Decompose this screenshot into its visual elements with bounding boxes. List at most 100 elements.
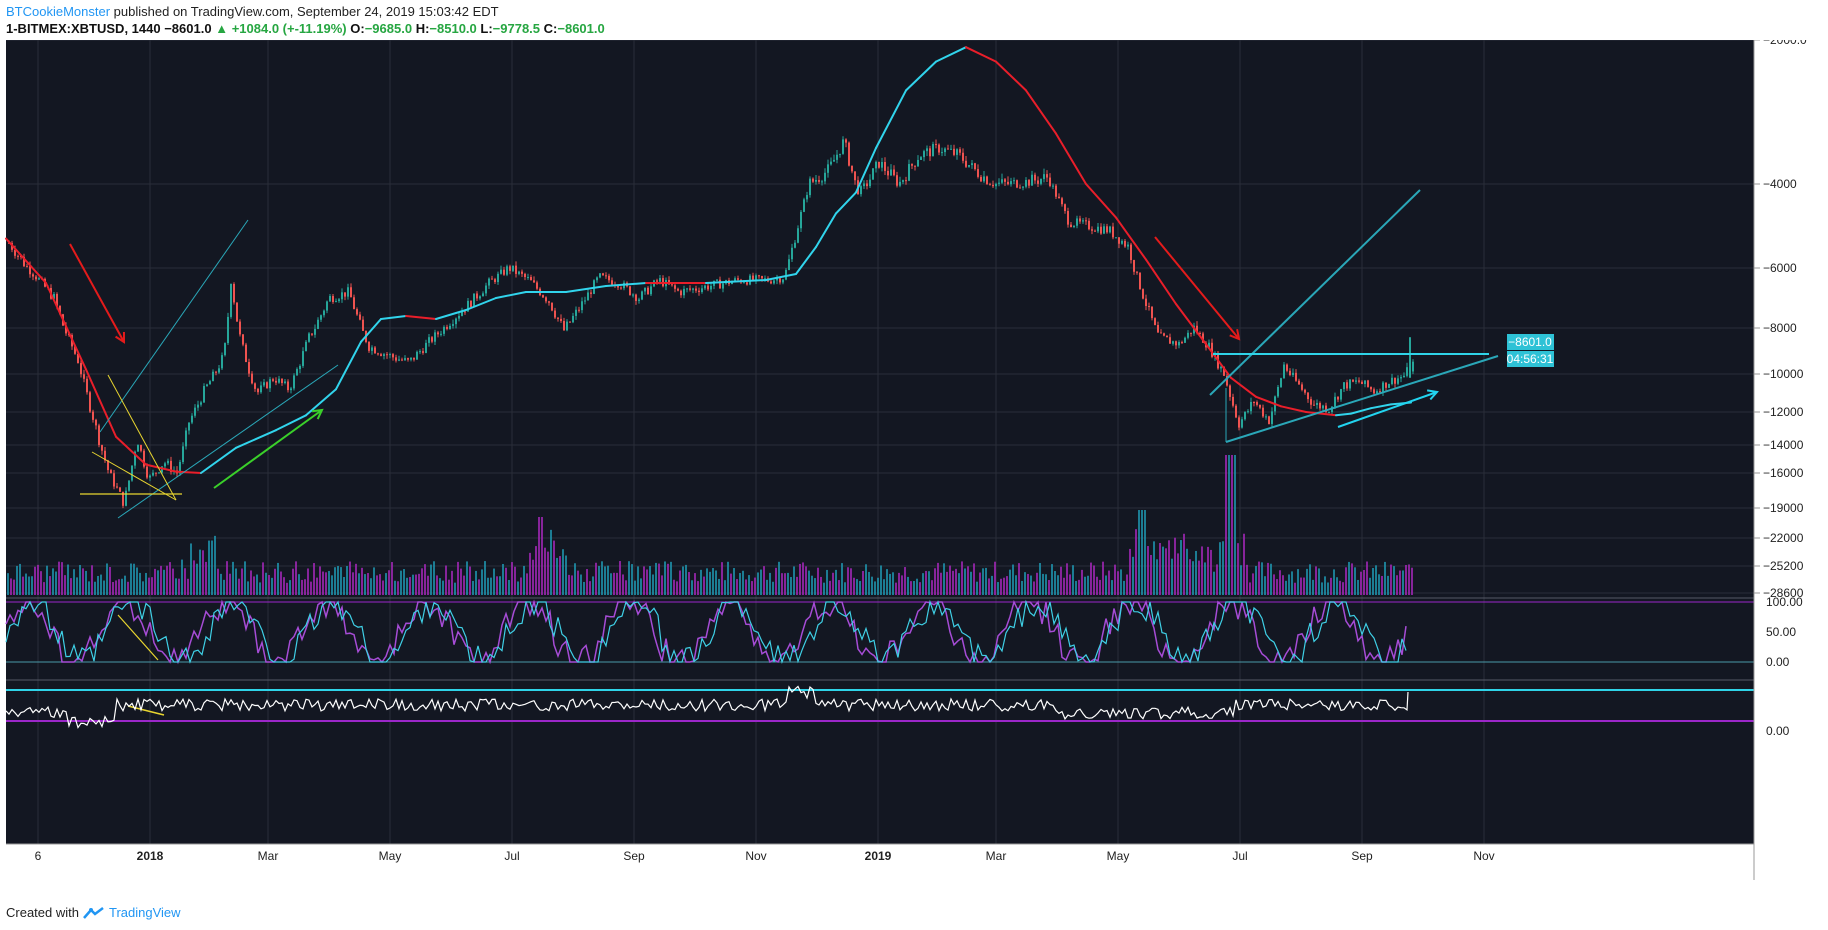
- volume-bar: [799, 563, 801, 595]
- candle-body: [1094, 230, 1096, 232]
- author-link[interactable]: BTCookieMonster: [6, 4, 111, 19]
- volume-bar: [1243, 533, 1245, 595]
- volume-bar: [319, 566, 321, 595]
- volume-bar: [1015, 575, 1017, 595]
- volume-bar: [85, 570, 87, 595]
- tradingview-link[interactable]: TradingView: [108, 905, 181, 920]
- candle-body: [731, 281, 733, 285]
- volume-bar: [868, 571, 870, 595]
- candle-body: [248, 362, 250, 374]
- candle-body: [968, 165, 970, 167]
- price-chart[interactable]: −2000.0 −4000 −6000 −8000 −10000 −12000 −14000…: [0, 40, 1828, 902]
- volume-bar: [766, 579, 768, 595]
- volume-bar: [727, 561, 729, 595]
- candle-body: [719, 279, 721, 289]
- candle-body: [452, 324, 454, 326]
- volume-bar: [1099, 579, 1101, 595]
- ma-segment: [435, 309, 467, 320]
- time-axis[interactable]: 6 2018 Mar May Jul Sep Nov 2019 Mar May Jul Sep Nov: [35, 849, 1495, 863]
- volume-bar: [460, 568, 462, 595]
- volume-bar: [1342, 582, 1344, 595]
- candle-body: [203, 386, 205, 403]
- stochastic-pane: [5, 599, 1754, 665]
- candle-body: [518, 271, 520, 274]
- volume-bar: [406, 577, 408, 595]
- channel-line: [117, 364, 339, 519]
- volume-bar: [571, 575, 573, 595]
- candle-body: [770, 281, 772, 284]
- volume-bar: [736, 579, 738, 595]
- candle-body: [1241, 419, 1243, 428]
- volume-bar: [1303, 577, 1305, 595]
- candle-body: [812, 178, 814, 182]
- volume-bar: [919, 582, 921, 595]
- volume-bar: [1174, 537, 1176, 595]
- volume-bar: [718, 578, 720, 595]
- candle-body: [353, 297, 355, 310]
- price-axis[interactable]: −2000.0 −4000 −6000 −8000 −10000 −12000 −14000…: [1754, 40, 1807, 738]
- candle-body: [1049, 177, 1051, 186]
- candle-body: [1223, 366, 1225, 376]
- volume-bar: [301, 579, 303, 595]
- candle-body: [680, 290, 682, 296]
- ma-segment: [85, 368, 117, 438]
- volume-bar: [73, 569, 75, 595]
- candle-body: [14, 249, 16, 256]
- candle-body: [926, 148, 928, 152]
- candle-body: [491, 278, 493, 280]
- time-tick-label: Sep: [623, 849, 645, 863]
- price-tick-label: −14000: [1763, 438, 1804, 452]
- candle-body: [1394, 377, 1396, 384]
- publish-header: BTCookieMonster published on TradingView…: [6, 4, 499, 19]
- volume-bar: [424, 564, 426, 595]
- candle-body: [275, 380, 277, 383]
- volume-bar: [490, 577, 492, 595]
- volume-bar: [784, 573, 786, 595]
- candle-body: [695, 288, 697, 291]
- candle-body: [800, 211, 802, 229]
- candle-body: [1175, 341, 1177, 346]
- volume-bar: [1228, 455, 1230, 595]
- volume-bar: [910, 581, 912, 595]
- candle-body: [1271, 411, 1273, 424]
- candle-body: [347, 287, 349, 297]
- volume-bar: [169, 562, 171, 595]
- volume-bar: [1363, 569, 1365, 595]
- volume-bar: [754, 577, 756, 595]
- volume-bar: [484, 561, 486, 595]
- candle-body: [1121, 240, 1123, 244]
- volume-bar: [1390, 564, 1392, 595]
- symbol-label[interactable]: 1-BITMEX:XBTUSD, 1440: [6, 21, 161, 36]
- volume-bar: [157, 570, 159, 595]
- ma-segment: [795, 246, 817, 275]
- candle-body: [677, 288, 679, 291]
- ma-segment: [200, 446, 237, 474]
- rsi-tick-label: 0.00: [1766, 724, 1790, 738]
- candle-body: [125, 490, 127, 506]
- volume-bar: [1183, 533, 1185, 595]
- volume-bar: [808, 570, 810, 595]
- volume-bar: [661, 575, 663, 595]
- volume-bar: [1150, 554, 1152, 595]
- candle-body: [422, 351, 424, 353]
- candle-body: [716, 279, 718, 281]
- volume-bar: [913, 580, 915, 595]
- candle-body: [200, 402, 202, 405]
- volume-bar: [295, 561, 297, 595]
- volume-bar: [1375, 565, 1377, 595]
- candle-body: [1220, 366, 1222, 369]
- volume-bar: [412, 574, 414, 595]
- red-arrow-left: [69, 243, 125, 343]
- volume-bar: [592, 576, 594, 595]
- volume-bar: [1240, 565, 1242, 595]
- candle-body: [152, 472, 154, 476]
- price-tick-label: −19000: [1763, 501, 1804, 515]
- candle-body: [1145, 298, 1147, 306]
- volume-bar: [1075, 580, 1077, 595]
- volume-bar: [379, 574, 381, 595]
- candle-body: [884, 161, 886, 171]
- ma-segment: [360, 318, 382, 343]
- candle-body: [803, 199, 805, 212]
- time-tick-label: 6: [35, 849, 42, 863]
- volume-bar: [67, 564, 69, 595]
